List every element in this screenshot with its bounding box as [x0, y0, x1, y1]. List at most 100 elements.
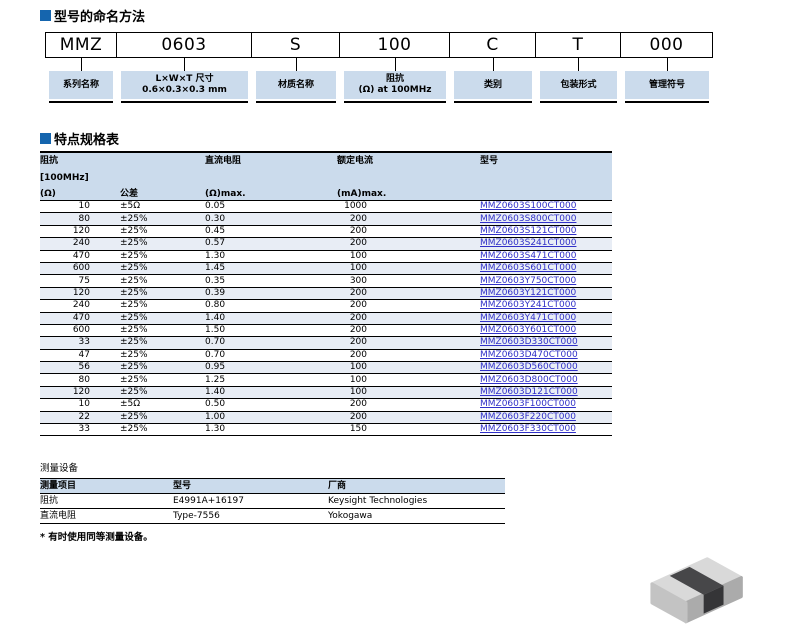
part-number-link[interactable]: MMZ0603S471CT000 — [480, 250, 577, 261]
part-number-link[interactable]: MMZ0603Y121CT000 — [480, 287, 577, 298]
measurement-table: 测量项目 型号 厂商 阻抗 E4991A+16197 Keysight Tech… — [40, 478, 505, 524]
impedance-cell: 600 — [40, 324, 120, 338]
tolerance-cell: ±25% — [120, 287, 205, 301]
measurement-row: 阻抗 E4991A+16197 Keysight Technologies — [40, 493, 505, 509]
partnumber-cell: MMZ0603S121CT000 — [480, 225, 612, 239]
pn-segment-category: C — [450, 33, 536, 57]
current-cell: 100 — [337, 373, 480, 387]
impedance-cell: 120 — [40, 386, 120, 400]
part-number-link[interactable]: MMZ0603S121CT000 — [480, 225, 577, 236]
spec-row: 80 ±25% 1.25 100 MMZ0603D800CT000 — [40, 373, 612, 387]
spec-row: 600 ±25% 1.45 100 MMZ0603S601CT000 — [40, 262, 612, 276]
spec-section-title: 特点规格表 — [40, 129, 119, 148]
current-cell: 100 — [337, 262, 480, 276]
part-number-link[interactable]: MMZ0603S100CT000 — [480, 201, 577, 212]
impedance-cell: 600 — [40, 262, 120, 276]
impedance-cell: 56 — [40, 361, 120, 375]
spec-row: 240 ±25% 0.57 200 MMZ0603S241CT000 — [40, 237, 612, 251]
part-number-link[interactable]: MMZ0603D800CT000 — [480, 374, 578, 385]
meas-header-item: 测量项目 — [40, 478, 173, 494]
dcr-cell: 1.45 — [205, 262, 337, 276]
tolerance-cell: ±25% — [120, 373, 205, 387]
current-cell: 1000 — [337, 200, 480, 214]
tolerance-cell: ±25% — [120, 299, 205, 313]
current-cell: 200 — [337, 324, 480, 338]
spec-row: 120 ±25% 0.39 200 MMZ0603Y121CT000 — [40, 287, 612, 301]
pn-segment-control: 000 — [621, 33, 713, 57]
dcr-cell: 0.35 — [205, 274, 337, 288]
impedance-cell: 10 — [40, 398, 120, 412]
tolerance-cell: ±5Ω — [120, 398, 205, 412]
tolerance-cell: ±25% — [120, 262, 205, 276]
spec-table-header: 阻抗 [100MHz] (Ω) 公差 直流电阻 (Ω)max. — [40, 152, 612, 201]
header-dcr: 直流电阻 (Ω)max. — [205, 152, 337, 201]
tolerance-cell: ±25% — [120, 386, 205, 400]
current-cell: 200 — [337, 212, 480, 226]
dcr-cell: 0.80 — [205, 299, 337, 313]
part-number-link[interactable]: MMZ0603S800CT000 — [480, 213, 577, 224]
current-cell: 150 — [337, 423, 480, 437]
current-cell: 300 — [337, 274, 480, 288]
partnumber-cell: MMZ0603Y601CT000 — [480, 324, 612, 338]
header-rated-current: 额定电流 (mA)max. — [337, 152, 480, 201]
part-number-link[interactable]: MMZ0603F330CT000 — [480, 424, 576, 435]
pn-label-series: 系列名称 — [49, 71, 113, 99]
part-number-link[interactable]: MMZ0603S601CT000 — [480, 263, 577, 274]
current-cell: 200 — [337, 411, 480, 425]
dcr-cell: 1.40 — [205, 386, 337, 400]
dcr-cell: 1.30 — [205, 250, 337, 263]
pn-labels: 系列名称 L×W×T 尺寸 0.6×0.3×0.3 mm 材质名称 阻抗 (Ω) a… — [45, 71, 713, 103]
tolerance-cell: ±5Ω — [120, 200, 205, 214]
part-number-link[interactable]: MMZ0603S241CT000 — [480, 238, 577, 249]
dcr-cell: 0.39 — [205, 287, 337, 301]
partnumber-cell: MMZ0603S471CT000 — [480, 250, 612, 263]
current-cell: 200 — [337, 312, 480, 325]
impedance-cell: 33 — [40, 423, 120, 437]
part-number-link[interactable]: MMZ0603Y241CT000 — [480, 300, 577, 311]
part-number-link[interactable]: MMZ0603Y471CT000 — [480, 312, 577, 323]
impedance-cell: 120 — [40, 287, 120, 301]
partnumber-cell: MMZ0603D121CT000 — [480, 386, 612, 400]
tolerance-cell: ±25% — [120, 423, 205, 437]
part-number-link[interactable]: MMZ0603Y601CT000 — [480, 325, 577, 336]
dcr-cell: 0.70 — [205, 349, 337, 363]
impedance-cell: 80 — [40, 212, 120, 226]
dcr-cell: 1.40 — [205, 312, 337, 325]
part-number-link[interactable]: MMZ0603D560CT000 — [480, 362, 578, 373]
current-cell: 200 — [337, 336, 480, 350]
pn-label-control: 管理符号 — [625, 71, 709, 99]
spec-row: 10 ±5Ω 0.50 200 MMZ0603F100CT000 — [40, 398, 612, 412]
partnumber-cell: MMZ0603S241CT000 — [480, 237, 612, 251]
pn-segment-impedance: 100 — [340, 33, 450, 57]
impedance-cell: 470 — [40, 250, 120, 263]
spec-table-body: 10 ±5Ω 0.05 1000 MMZ0603S100CT000 80 ±25% 0.30 2… — [40, 200, 612, 437]
dcr-cell: 0.50 — [205, 398, 337, 412]
partnumber-cell: MMZ0603F220CT000 — [480, 411, 612, 425]
pn-segment-material: S — [252, 33, 340, 57]
part-number-link[interactable]: MMZ0603D470CT000 — [480, 349, 578, 360]
partnumber-cell: MMZ0603D800CT000 — [480, 373, 612, 387]
meas-vendor: Yokogawa — [328, 508, 505, 524]
tolerance-cell: ±25% — [120, 411, 205, 425]
spec-row: 470 ±25% 1.30 100 MMZ0603S471CT000 — [40, 250, 612, 263]
tolerance-cell: ±25% — [120, 324, 205, 338]
partnumber-cell: MMZ0603D470CT000 — [480, 349, 612, 363]
meas-header-model: 型号 — [173, 478, 328, 494]
dcr-cell: 1.50 — [205, 324, 337, 338]
meas-model: Type-7556 — [173, 508, 328, 524]
part-number-link[interactable]: MMZ0603D121CT000 — [480, 387, 578, 398]
partnumber-cell: MMZ0603F100CT000 — [480, 398, 612, 412]
part-number-link[interactable]: MMZ0603F220CT000 — [480, 411, 576, 422]
part-number-link[interactable]: MMZ0603D330CT000 — [480, 337, 578, 348]
part-number-link[interactable]: MMZ0603F100CT000 — [480, 399, 576, 410]
impedance-cell: 47 — [40, 349, 120, 363]
header-tolerance: 公差 — [120, 152, 205, 201]
current-cell: 200 — [337, 237, 480, 251]
part-number-link[interactable]: MMZ0603Y750CT000 — [480, 275, 577, 286]
spec-row: 120 ±25% 0.45 200 MMZ0603S121CT000 — [40, 225, 612, 239]
spec-row: 600 ±25% 1.50 200 MMZ0603Y601CT000 — [40, 324, 612, 338]
pn-label-impedance: 阻抗 (Ω) at 100MHz — [344, 71, 446, 99]
meas-header-vendor: 厂商 — [328, 478, 505, 494]
spec-table: 阻抗 [100MHz] (Ω) 公差 直流电阻 (Ω)max. — [40, 151, 612, 437]
pn-segment-series: MMZ — [45, 33, 117, 57]
